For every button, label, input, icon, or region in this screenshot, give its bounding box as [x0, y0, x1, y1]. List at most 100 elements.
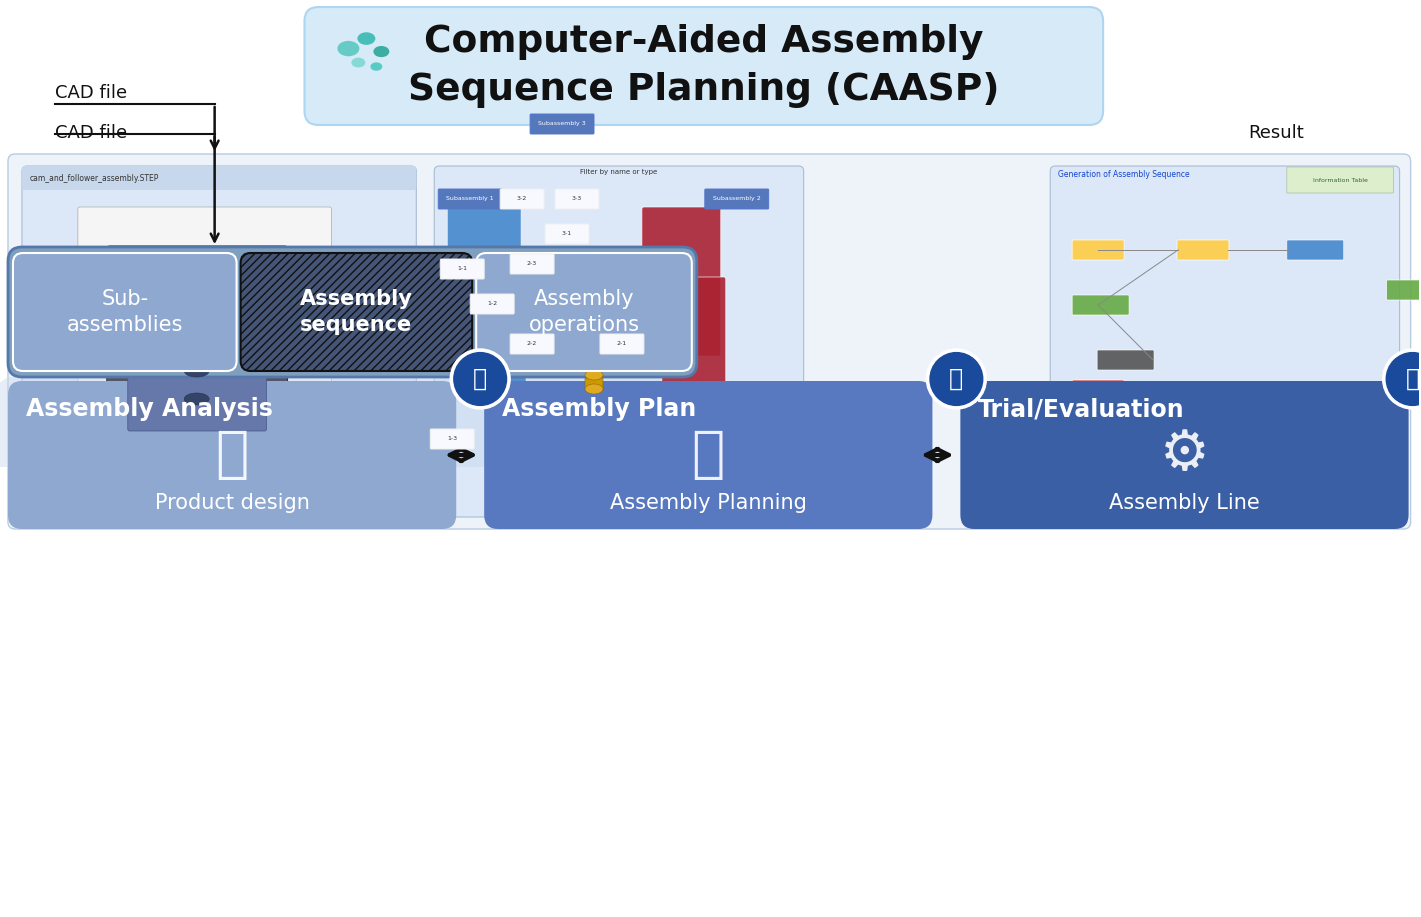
Ellipse shape [585, 258, 603, 268]
Text: Filter by name or type: Filter by name or type [580, 169, 658, 175]
Circle shape [1383, 349, 1421, 409]
Text: Subassembly 1: Subassembly 1 [446, 195, 495, 201]
Text: 1-3: 1-3 [448, 436, 458, 440]
Ellipse shape [351, 58, 365, 68]
Text: 2-3: 2-3 [527, 260, 537, 266]
FancyBboxPatch shape [1177, 240, 1229, 260]
Text: Assembly Analysis: Assembly Analysis [26, 397, 273, 421]
FancyBboxPatch shape [961, 381, 1408, 529]
Circle shape [450, 349, 510, 409]
FancyBboxPatch shape [1097, 350, 1154, 370]
Ellipse shape [585, 342, 603, 352]
Text: Product design: Product design [155, 493, 310, 513]
FancyBboxPatch shape [13, 253, 237, 371]
Ellipse shape [585, 286, 603, 296]
Text: Assembly
sequence: Assembly sequence [300, 289, 414, 336]
FancyBboxPatch shape [1073, 240, 1124, 260]
Text: 👥: 👥 [692, 428, 725, 482]
FancyBboxPatch shape [21, 166, 416, 190]
Ellipse shape [371, 62, 382, 71]
FancyBboxPatch shape [438, 189, 502, 209]
FancyBboxPatch shape [240, 253, 472, 371]
Ellipse shape [585, 370, 603, 380]
Text: Result: Result [1248, 124, 1303, 142]
Text: Sub-
assemblies: Sub- assemblies [67, 289, 183, 336]
FancyBboxPatch shape [546, 224, 588, 244]
Circle shape [929, 353, 983, 405]
Ellipse shape [185, 309, 209, 321]
Ellipse shape [374, 46, 389, 57]
FancyBboxPatch shape [1387, 280, 1421, 300]
Text: cam_and_follower_assembly.STEP: cam_and_follower_assembly.STEP [30, 173, 159, 182]
FancyBboxPatch shape [78, 207, 331, 476]
Ellipse shape [185, 365, 209, 377]
FancyBboxPatch shape [642, 207, 720, 356]
Text: CAD file: CAD file [55, 84, 126, 102]
FancyBboxPatch shape [9, 154, 1411, 529]
FancyBboxPatch shape [468, 282, 526, 386]
Text: Computer-Aided Assembly: Computer-Aided Assembly [423, 25, 983, 61]
Text: Subassembly 3: Subassembly 3 [539, 120, 585, 126]
FancyBboxPatch shape [485, 381, 932, 529]
Ellipse shape [585, 328, 603, 338]
Text: Trial/Evaluation: Trial/Evaluation [978, 397, 1185, 421]
Text: Information Table: Information Table [1313, 178, 1368, 182]
FancyBboxPatch shape [500, 189, 544, 209]
FancyBboxPatch shape [128, 267, 267, 431]
FancyBboxPatch shape [21, 166, 416, 517]
Text: 💡: 💡 [216, 428, 249, 482]
Ellipse shape [585, 356, 603, 366]
Ellipse shape [337, 41, 360, 56]
Circle shape [926, 349, 986, 409]
Text: 2-2: 2-2 [527, 340, 537, 346]
Circle shape [453, 353, 506, 405]
FancyBboxPatch shape [470, 294, 514, 314]
FancyBboxPatch shape [476, 253, 692, 371]
Circle shape [1387, 353, 1421, 405]
FancyBboxPatch shape [441, 259, 485, 279]
FancyBboxPatch shape [510, 334, 554, 354]
FancyBboxPatch shape [448, 207, 522, 351]
FancyBboxPatch shape [1287, 240, 1344, 260]
FancyBboxPatch shape [530, 114, 594, 134]
FancyBboxPatch shape [1073, 380, 1124, 400]
Ellipse shape [585, 300, 603, 310]
Text: ⚙: ⚙ [1160, 428, 1209, 482]
FancyBboxPatch shape [510, 254, 554, 274]
Text: 2-1: 2-1 [617, 340, 627, 346]
Ellipse shape [585, 272, 603, 282]
Text: Assembly
operations: Assembly operations [529, 289, 639, 336]
FancyBboxPatch shape [431, 429, 475, 449]
FancyBboxPatch shape [1050, 166, 1400, 517]
Text: CAD file: CAD file [55, 124, 126, 142]
Ellipse shape [585, 314, 603, 324]
FancyBboxPatch shape [304, 7, 1103, 125]
Text: 3-1: 3-1 [561, 230, 573, 236]
Text: FLAIR☆: FLAIR☆ [1307, 169, 1349, 179]
FancyBboxPatch shape [9, 381, 456, 529]
FancyBboxPatch shape [1287, 167, 1394, 193]
Text: 📄: 📄 [473, 367, 487, 391]
Text: 1-2: 1-2 [487, 301, 497, 305]
Text: 3-2: 3-2 [517, 195, 527, 201]
FancyBboxPatch shape [435, 166, 804, 517]
FancyBboxPatch shape [556, 189, 600, 209]
FancyBboxPatch shape [585, 258, 603, 390]
FancyBboxPatch shape [662, 277, 726, 391]
Ellipse shape [185, 337, 209, 349]
Text: Generation of Assembly Sequence: Generation of Assembly Sequence [1059, 170, 1189, 179]
Text: ⏱: ⏱ [1405, 367, 1420, 391]
Text: Assembly Planning: Assembly Planning [610, 493, 807, 513]
FancyBboxPatch shape [9, 247, 696, 377]
Text: 3-3: 3-3 [571, 195, 583, 201]
FancyBboxPatch shape [1073, 295, 1130, 315]
FancyBboxPatch shape [107, 246, 287, 452]
FancyBboxPatch shape [705, 189, 769, 209]
Ellipse shape [585, 384, 603, 394]
Text: Assembly Plan: Assembly Plan [502, 397, 696, 421]
Text: 1-1: 1-1 [458, 266, 468, 271]
Text: Subassembly 2: Subassembly 2 [713, 195, 760, 201]
Text: Assembly Line: Assembly Line [1110, 493, 1260, 513]
FancyBboxPatch shape [600, 334, 644, 354]
Text: 📄: 📄 [949, 367, 963, 391]
